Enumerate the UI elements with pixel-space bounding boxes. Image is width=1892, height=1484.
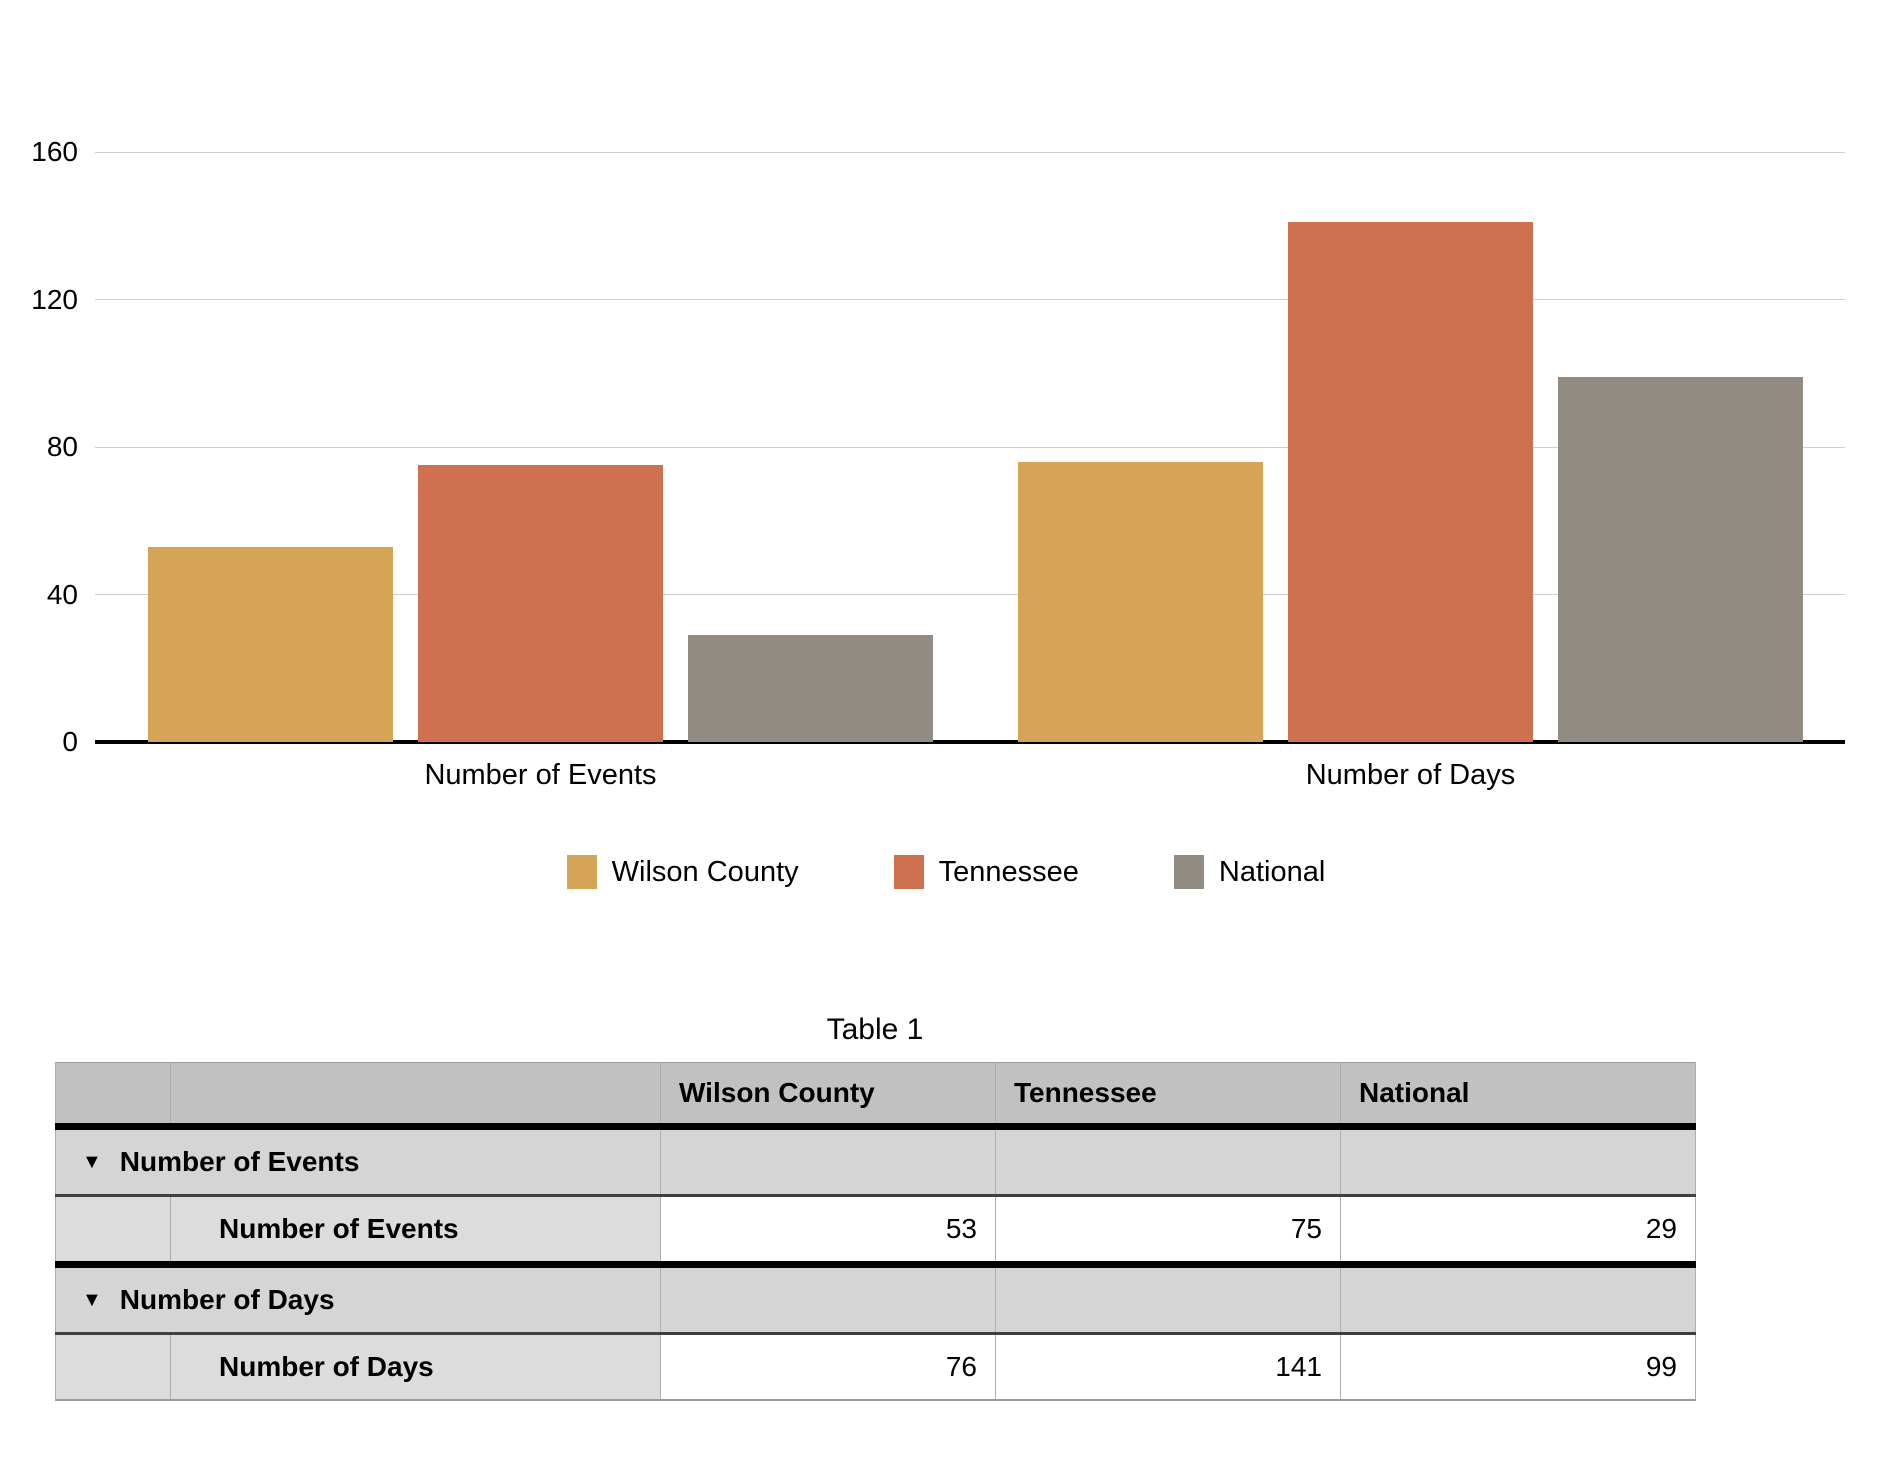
- group-label-cell[interactable]: ▼ Number of Days: [55, 1264, 661, 1335]
- y-axis-tick-label: 0: [62, 726, 78, 757]
- category-label-number-of-days: Number of Days: [1305, 759, 1516, 791]
- table-row-number-of-days: Number of Days 76 141 99: [55, 1333, 1696, 1401]
- legend-item-national: National: [1173, 855, 1326, 889]
- cell-events-tennessee[interactable]: 75: [995, 1195, 1341, 1268]
- cell-events-national[interactable]: 29: [1340, 1195, 1696, 1268]
- disclosure-triangle-icon[interactable]: ▼: [82, 1151, 102, 1173]
- column-header-wilson-county[interactable]: Wilson County: [660, 1062, 996, 1130]
- group-label-cell[interactable]: ▼ Number of Events: [55, 1126, 661, 1197]
- disclosure-triangle-icon[interactable]: ▼: [82, 1289, 102, 1311]
- legend-label: National: [1218, 855, 1326, 888]
- empty-cell[interactable]: [660, 1264, 996, 1335]
- y-gridline: [95, 594, 1845, 595]
- data-table: Wilson County Tennessee National ▼ Number…: [55, 1062, 1696, 1401]
- bar-chart: Wilson County Tennessee National 0 40 80 120 1…: [0, 136, 1892, 889]
- header-corner-cell[interactable]: [170, 1062, 661, 1130]
- table-title: Table 1: [826, 1013, 924, 1046]
- bar-national-number-of-days: [1558, 376, 1803, 742]
- bar-national-number-of-events: [688, 635, 933, 742]
- category-label-number-of-events: Number of Events: [424, 759, 657, 791]
- legend-label: Wilson County: [611, 855, 799, 888]
- y-gridline: [95, 151, 1845, 153]
- column-header-tennessee[interactable]: Tennessee: [995, 1062, 1341, 1130]
- cell-events-wilson-county[interactable]: 53: [660, 1195, 996, 1268]
- bar-wilson-county-number-of-events: [148, 546, 393, 742]
- empty-cell[interactable]: [660, 1126, 996, 1197]
- empty-cell[interactable]: [1340, 1126, 1696, 1197]
- legend-item-wilson-county: Wilson County: [566, 855, 799, 889]
- cell-days-national[interactable]: 99: [1340, 1333, 1696, 1401]
- legend-swatch-tennessee: [893, 855, 924, 889]
- bar-wilson-county-number-of-days: [1018, 461, 1263, 742]
- legend-label: Tennessee: [938, 855, 1079, 888]
- empty-cell[interactable]: [995, 1264, 1341, 1335]
- group-row-label: Number of Days: [119, 1284, 335, 1315]
- group-row-label: Number of Events: [119, 1146, 360, 1177]
- table-header-row: Wilson County Tennessee National: [55, 1062, 1696, 1130]
- table-row-number-of-events: Number of Events 53 75 29: [55, 1195, 1696, 1268]
- chart-legend: Wilson County Tennessee National: [0, 855, 1892, 889]
- cell-days-wilson-county[interactable]: 76: [660, 1333, 996, 1401]
- bar-tennessee-number-of-events: [418, 465, 663, 742]
- row-handle-cell[interactable]: [55, 1333, 171, 1401]
- y-axis-tick-label: 80: [46, 431, 78, 462]
- group-row-number-of-days: ▼ Number of Days: [55, 1264, 1696, 1335]
- y-axis-tick-label: 40: [46, 578, 78, 610]
- group-row-number-of-events: ▼ Number of Events: [55, 1126, 1696, 1197]
- y-gridline: [95, 299, 1845, 300]
- row-handle-cell[interactable]: [55, 1195, 171, 1268]
- legend-swatch-national: [1173, 855, 1204, 889]
- y-axis-tick-label: 160: [31, 136, 78, 167]
- legend-item-tennessee: Tennessee: [893, 855, 1079, 889]
- y-axis-tick-label: 120: [31, 283, 78, 315]
- bar-tennessee-number-of-days: [1288, 222, 1533, 742]
- x-axis-line: [95, 740, 1845, 744]
- empty-cell[interactable]: [995, 1126, 1341, 1197]
- empty-cell[interactable]: [1340, 1264, 1696, 1335]
- legend-swatch-wilson-county: [566, 855, 597, 889]
- row-label[interactable]: Number of Days: [170, 1333, 661, 1401]
- cell-days-tennessee[interactable]: 141: [995, 1333, 1341, 1401]
- column-header-national[interactable]: National: [1340, 1062, 1696, 1130]
- header-corner-cell[interactable]: [55, 1062, 171, 1130]
- row-label[interactable]: Number of Events: [170, 1195, 661, 1268]
- y-gridline: [95, 446, 1845, 448]
